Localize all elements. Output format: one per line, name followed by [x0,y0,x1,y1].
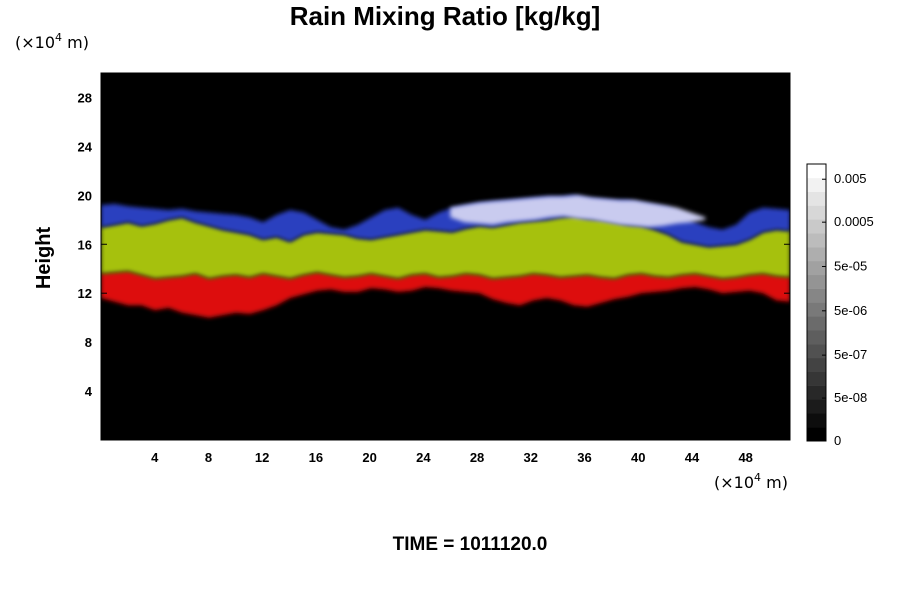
colorbar-frame [806,163,827,442]
colorbar-label: 5e-06 [834,303,867,318]
colorbar-step [807,219,826,234]
y-unit-label: (×104 m) [15,31,89,52]
colorbar-label: 0 [834,433,841,448]
colorbar-step [807,164,826,179]
colorbar-step [807,413,826,428]
y-tick-label: 8 [85,335,92,350]
time-label: TIME = 1011120.0 [393,534,548,555]
y-tick-label: 16 [78,237,92,252]
colorbar-step [807,302,826,317]
colorbar: 0.005 0.0005 5e-05 5e-06 5e-07 5e-08 0 [806,163,874,448]
data-layers [101,195,790,318]
colorbar-step [807,371,826,386]
y-tick-label: 12 [78,286,92,301]
colorbar-step [807,260,826,276]
y-tick-label: 20 [78,188,92,203]
x-tick-label: 4 [151,450,159,465]
colorbar-label: 5e-07 [834,347,867,362]
colorbar-step [807,427,826,442]
data-layer-4 [450,195,706,228]
colorbar-step [807,247,826,262]
colorbar-step [807,274,826,289]
x-tick-label: 24 [416,450,431,465]
x-tick-label: 12 [255,450,269,465]
colorbar-step [807,357,826,373]
colorbar-step [807,288,826,303]
y-tick-label: 28 [78,90,92,105]
y-axis-label: Height [33,227,55,290]
data-layer-2 [101,216,790,279]
colorbar-step [807,191,826,206]
colorbar-step [807,344,826,359]
x-tick-label: 28 [470,450,484,465]
colorbar-step [807,316,826,331]
y-tick-label: 24 [78,139,93,154]
colorbar-label: 0.0005 [834,214,874,229]
x-tick-label: 16 [309,450,323,465]
plot-frame [100,72,791,441]
colorbar-step [807,385,826,400]
x-tick-label: 44 [685,450,700,465]
colorbar-step [807,233,826,248]
x-tick-label: 32 [524,450,538,465]
data-layer-1 [101,271,790,318]
x-tick-label: 40 [631,450,645,465]
colorbar-label: 5e-08 [834,390,867,405]
y-axis: 4 8 12 16 20 24 28 [78,90,790,399]
colorbar-step [807,330,826,345]
x-tick-label: 8 [205,450,212,465]
colorbar-step [807,177,826,192]
y-tick-label: 4 [85,384,93,399]
chart-title: Rain Mixing Ratio [kg/kg] [290,1,601,31]
colorbar-step [807,205,826,220]
colorbar-step [807,399,826,414]
x-tick-label: 48 [738,450,752,465]
x-tick-label: 36 [577,450,591,465]
x-tick-label: 20 [362,450,376,465]
colorbar-label: 0.005 [834,171,867,186]
x-axis: 4 8 12 16 20 24 28 32 36 40 44 48 [151,73,753,465]
colorbar-label: 5e-05 [834,258,867,273]
x-unit-label: (×104 m) [714,471,788,492]
